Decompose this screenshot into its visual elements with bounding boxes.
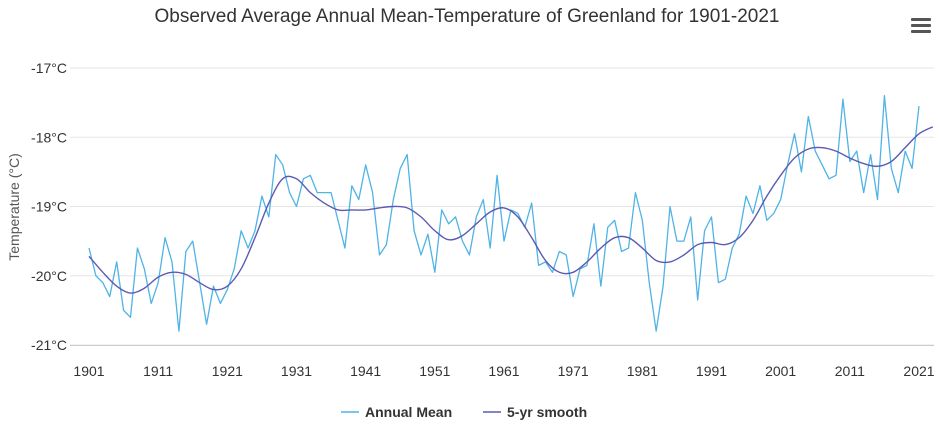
x-tick-label: 2001 — [765, 363, 796, 379]
x-tick-label: 1951 — [419, 363, 450, 379]
y-axis-title: Temperature (°C) — [6, 153, 22, 261]
x-tick-label: 1971 — [558, 363, 589, 379]
legend-label-5yr-smooth: 5-yr smooth — [507, 404, 587, 420]
x-tick-label: 1911 — [143, 363, 173, 379]
x-tick-label: 2011 — [835, 363, 865, 379]
grid-lines — [70, 67, 934, 346]
y-tick-label: -19°C — [31, 199, 67, 215]
legend-item-annual-mean[interactable]: Annual Mean — [341, 404, 452, 420]
y-tick-label: -20°C — [31, 268, 67, 284]
x-tick-label: 1961 — [488, 363, 519, 379]
legend-label-annual-mean: Annual Mean — [365, 404, 452, 420]
x-tick-label: 1931 — [281, 363, 312, 379]
x-tick-label: 1901 — [73, 363, 104, 379]
chart-title: Observed Average Annual Mean-Temperature… — [154, 6, 780, 27]
y-tick-label: -18°C — [31, 129, 67, 145]
hamburger-menu-icon[interactable] — [908, 14, 934, 38]
x-tick-label: 1941 — [350, 363, 381, 379]
x-tick-label: 1981 — [627, 363, 658, 379]
legend[interactable]: Annual Mean 5-yr smooth — [341, 404, 587, 420]
series-line-5yr-smooth[interactable] — [88, 126, 934, 294]
axes: -17°C -18°C -19°C -20°C -21°C 1901 1911 1921 193… — [31, 60, 935, 379]
series-line-annual-mean[interactable] — [88, 95, 920, 332]
legend-item-5yr-smooth[interactable]: 5-yr smooth — [483, 404, 587, 420]
x-tick-label: 1921 — [212, 363, 243, 379]
x-tick-label: 1991 — [696, 363, 727, 379]
y-tick-label: -21°C — [31, 337, 67, 353]
x-tick-label: 2021 — [903, 363, 934, 379]
series-layer — [88, 95, 934, 332]
y-tick-label: -17°C — [31, 60, 67, 76]
